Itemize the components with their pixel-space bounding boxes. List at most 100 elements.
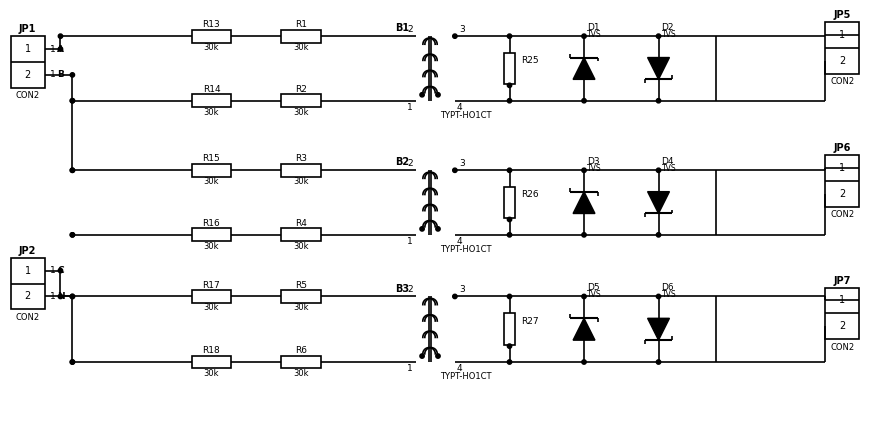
Text: 1: 1: [50, 292, 56, 301]
Text: 3: 3: [459, 285, 464, 294]
Text: TYPT-HO1CT: TYPT-HO1CT: [440, 245, 491, 254]
Circle shape: [58, 294, 63, 299]
Text: 1: 1: [50, 266, 56, 275]
Text: TVS: TVS: [660, 30, 675, 39]
Text: CON2: CON2: [829, 77, 853, 86]
Circle shape: [70, 99, 75, 103]
Circle shape: [581, 34, 586, 38]
Circle shape: [507, 99, 511, 103]
Circle shape: [655, 232, 660, 237]
Text: 30k: 30k: [293, 303, 308, 312]
Text: 2: 2: [407, 159, 413, 168]
Circle shape: [70, 360, 75, 364]
Circle shape: [655, 168, 660, 173]
Text: TVS: TVS: [587, 290, 601, 299]
Bar: [191, 30, 231, 42]
Bar: [191, 356, 231, 368]
Text: TYPT-HO1CT: TYPT-HO1CT: [440, 111, 491, 120]
Text: 1: 1: [50, 71, 56, 79]
Text: R15: R15: [202, 154, 220, 163]
Text: 2: 2: [839, 56, 845, 66]
Circle shape: [507, 360, 511, 364]
Circle shape: [70, 73, 75, 77]
Text: R3: R3: [295, 154, 307, 163]
Text: R5: R5: [295, 280, 307, 289]
Text: R18: R18: [202, 346, 220, 355]
Text: 4: 4: [456, 365, 462, 374]
Text: D3: D3: [587, 157, 599, 166]
Text: 30k: 30k: [293, 177, 308, 186]
Text: D2: D2: [660, 23, 673, 32]
Text: B3: B3: [395, 283, 408, 294]
Circle shape: [435, 93, 440, 97]
Text: R27: R27: [521, 317, 539, 326]
Text: TVS: TVS: [587, 164, 601, 173]
Text: JP2: JP2: [19, 246, 36, 256]
Bar: [281, 94, 321, 107]
Text: 1: 1: [24, 266, 30, 276]
Text: 30k: 30k: [203, 242, 219, 251]
Text: A: A: [56, 45, 64, 54]
Text: 30k: 30k: [203, 43, 219, 52]
Polygon shape: [647, 318, 668, 340]
Circle shape: [70, 168, 75, 173]
Text: D4: D4: [660, 157, 673, 166]
Circle shape: [655, 360, 660, 364]
Text: R4: R4: [295, 219, 307, 228]
Circle shape: [420, 93, 424, 97]
Bar: [281, 356, 321, 368]
Text: R16: R16: [202, 219, 220, 228]
Circle shape: [507, 294, 511, 299]
Circle shape: [58, 34, 63, 38]
Circle shape: [581, 99, 586, 103]
Bar: [10, 258, 44, 309]
Circle shape: [507, 168, 511, 173]
Bar: [825, 22, 859, 74]
Circle shape: [581, 168, 586, 173]
Text: 30k: 30k: [203, 303, 219, 312]
Text: TVS: TVS: [660, 290, 675, 299]
Bar: [503, 187, 514, 218]
Circle shape: [435, 354, 440, 358]
Circle shape: [655, 294, 660, 299]
Circle shape: [507, 83, 511, 88]
Circle shape: [581, 360, 586, 364]
Bar: [281, 30, 321, 42]
Text: R13: R13: [202, 20, 220, 29]
Bar: [503, 53, 514, 84]
Text: JP5: JP5: [833, 10, 850, 20]
Text: 2: 2: [407, 285, 413, 294]
Text: JP6: JP6: [833, 143, 850, 153]
Polygon shape: [647, 57, 668, 79]
Text: 4: 4: [456, 103, 462, 112]
Text: 1: 1: [839, 163, 845, 173]
Circle shape: [507, 344, 511, 348]
Text: D1: D1: [587, 23, 599, 32]
Circle shape: [435, 227, 440, 231]
Text: R6: R6: [295, 346, 307, 355]
Circle shape: [70, 360, 75, 364]
Text: CON2: CON2: [829, 343, 853, 351]
Polygon shape: [573, 57, 594, 79]
Text: D6: D6: [660, 283, 673, 292]
Bar: [10, 36, 44, 88]
Circle shape: [507, 34, 511, 38]
Circle shape: [452, 168, 456, 173]
Text: TVS: TVS: [587, 30, 601, 39]
Text: 30k: 30k: [203, 369, 219, 378]
Text: R1: R1: [295, 20, 307, 29]
Text: 2: 2: [24, 292, 30, 301]
Bar: [503, 313, 514, 345]
Circle shape: [452, 294, 456, 299]
Circle shape: [70, 232, 75, 237]
Text: 1: 1: [50, 45, 56, 54]
Text: B1: B1: [395, 23, 408, 33]
Text: 2: 2: [407, 25, 413, 34]
Circle shape: [655, 99, 660, 103]
Text: B: B: [57, 71, 63, 79]
Text: R14: R14: [202, 85, 220, 94]
Text: TYPT-HO1CT: TYPT-HO1CT: [440, 372, 491, 381]
Text: 1: 1: [24, 44, 30, 54]
Circle shape: [70, 294, 75, 299]
Bar: [825, 156, 859, 207]
